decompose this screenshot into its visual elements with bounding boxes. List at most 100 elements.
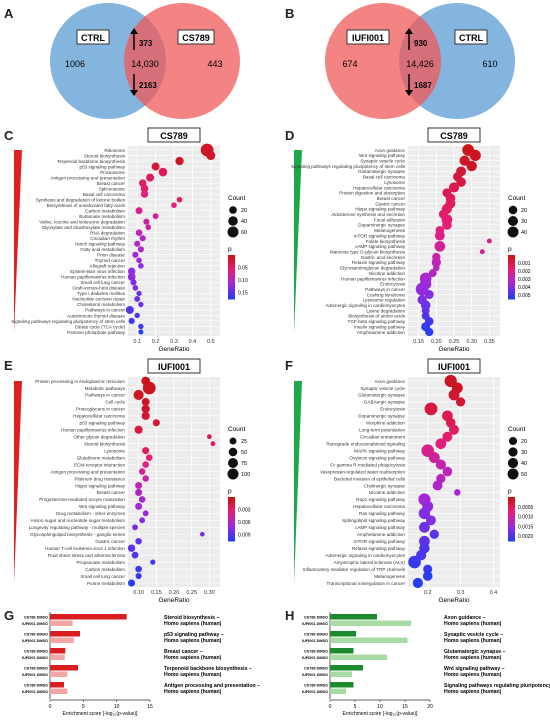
p-legend-swatch xyxy=(508,285,515,288)
x-axis-label: Enrichment score [-log₁₀(p-value)] xyxy=(63,711,139,717)
plot-title-box xyxy=(427,358,481,374)
bar xyxy=(330,665,363,671)
p-legend-swatch xyxy=(508,271,515,274)
dot-point xyxy=(176,196,183,203)
p-legend-swatch xyxy=(228,257,235,260)
ranking-triangle xyxy=(294,381,302,583)
count-legend-label: 75 xyxy=(241,461,247,467)
term-label: p53 signaling pathway xyxy=(80,164,126,169)
term-label: Steroid biosynthesis xyxy=(84,153,126,158)
count-legend-label: 20 xyxy=(521,208,527,214)
p-legend-swatch xyxy=(508,501,515,504)
term-label: MAPK signaling pathway xyxy=(354,448,406,453)
x-tick-label: 15 xyxy=(147,704,153,710)
count-legend-dot xyxy=(227,226,239,238)
p-legend-swatch xyxy=(228,511,235,514)
count-legend-label: 20 xyxy=(241,208,247,214)
x-tick-label: 0.3 xyxy=(170,339,178,345)
venn-a-up: 373 xyxy=(139,39,153,48)
term-label: Endocytosis xyxy=(380,407,405,412)
p-legend-swatch xyxy=(508,515,515,518)
term-label: Breast cancer xyxy=(97,181,126,186)
p-legend-swatch xyxy=(228,283,235,286)
barchart-g: CS789 DMSO IUFI001 DMSO Steroid biosynthes… xyxy=(22,612,260,717)
p-legend-swatch xyxy=(228,275,235,278)
dot-point xyxy=(142,447,150,455)
p-legend-swatch xyxy=(228,509,235,512)
count-legend-label: 20 xyxy=(521,439,527,445)
plot-title: IUFI001 xyxy=(438,362,470,372)
x-tick-label: 10 xyxy=(114,704,120,710)
bar xyxy=(330,648,354,654)
bar-row-label: IUFI001 DMSO xyxy=(302,690,328,694)
venn-b-right-only: 610 xyxy=(482,59,497,69)
x-tick-label: 0.20 xyxy=(169,590,180,596)
p-legend-label: 0.002 xyxy=(518,269,531,275)
p-legend-swatch xyxy=(508,275,515,278)
dot-point xyxy=(142,510,149,517)
count-legend-dot xyxy=(227,468,239,480)
term-label: Vasopressin-regulated water reabsorption xyxy=(320,469,405,474)
p-legend-swatch xyxy=(508,527,515,530)
dot-point xyxy=(459,155,470,166)
dot-point xyxy=(429,529,439,539)
bar xyxy=(50,637,74,643)
term-label: Gastric cancer xyxy=(95,539,125,544)
term-label: Breast cancer xyxy=(97,490,126,495)
dot-point xyxy=(138,496,146,503)
p-legend-swatch xyxy=(228,501,235,504)
p-legend-swatch xyxy=(508,525,515,528)
x-tick-label: 0.25 xyxy=(186,590,197,596)
dot-point xyxy=(435,459,446,470)
dot-point xyxy=(442,466,453,477)
p-legend-swatch xyxy=(228,259,235,262)
count-legend-dot xyxy=(229,206,237,214)
term-label: Cushing syndrome xyxy=(367,292,406,297)
p-legend-title: p xyxy=(228,488,232,495)
bar xyxy=(50,688,68,694)
plot-title: IUFI001 xyxy=(158,362,190,372)
term-label: Hippo signaling pathway xyxy=(355,207,406,212)
count-legend-title: Count xyxy=(228,426,246,433)
dot-point xyxy=(142,381,156,395)
p-legend-label: 0.0005 xyxy=(518,505,534,511)
dot-point xyxy=(428,452,440,464)
term-label: Other glycan degradation xyxy=(73,435,125,440)
term-label: Nucleotide excision repair xyxy=(72,297,125,302)
p-legend-swatch xyxy=(228,515,235,518)
x-tick-label: 10 xyxy=(377,704,383,710)
venn-a-down: 2163 xyxy=(139,81,157,90)
term-label: TGF-beta signaling pathway xyxy=(348,319,406,324)
p-legend-swatch xyxy=(228,497,235,500)
term-label: Biosynthesis of unsaturated fatty acids xyxy=(47,203,126,208)
dot-point xyxy=(142,461,149,468)
bar xyxy=(330,682,354,688)
x-tick-label: 0.1 xyxy=(133,339,141,345)
x-tick-label: 0.30 xyxy=(204,590,215,596)
term-label: Human papillomavirus infection xyxy=(341,276,405,281)
term-label: Type I diabetes mellitus xyxy=(77,291,126,296)
term-label: Drug metabolism - other enzymes xyxy=(56,511,126,516)
term-label: mTOR signaling pathway xyxy=(354,539,406,544)
term-label: Human papillomavirus infection xyxy=(61,275,125,280)
dot-point xyxy=(448,389,460,401)
dot-point xyxy=(418,507,431,520)
dot-point xyxy=(152,213,159,220)
bar xyxy=(50,648,66,654)
p-legend-swatch xyxy=(228,505,235,508)
p-legend-swatch xyxy=(508,503,515,506)
p-legend-label: 0.005 xyxy=(518,293,531,299)
bar xyxy=(50,665,78,671)
term-label: Propanoate metabolism xyxy=(76,560,125,565)
p-legend-swatch xyxy=(508,507,515,510)
dot-point xyxy=(140,184,149,193)
term-label: RNA degradation xyxy=(90,231,125,236)
p-legend-swatch xyxy=(228,261,235,264)
count-legend-dot xyxy=(508,205,518,215)
term-label: Glycosphingolipid biosynthesis - ganglio… xyxy=(30,532,126,537)
p-legend-label: 0.009 xyxy=(238,533,251,539)
dot-point xyxy=(434,230,445,241)
term-label: Axon guidance xyxy=(375,379,406,384)
term-label: Human T-cell leukemia virus 1 infection xyxy=(45,546,125,551)
venn-a-left-set: CTRL xyxy=(81,33,105,43)
